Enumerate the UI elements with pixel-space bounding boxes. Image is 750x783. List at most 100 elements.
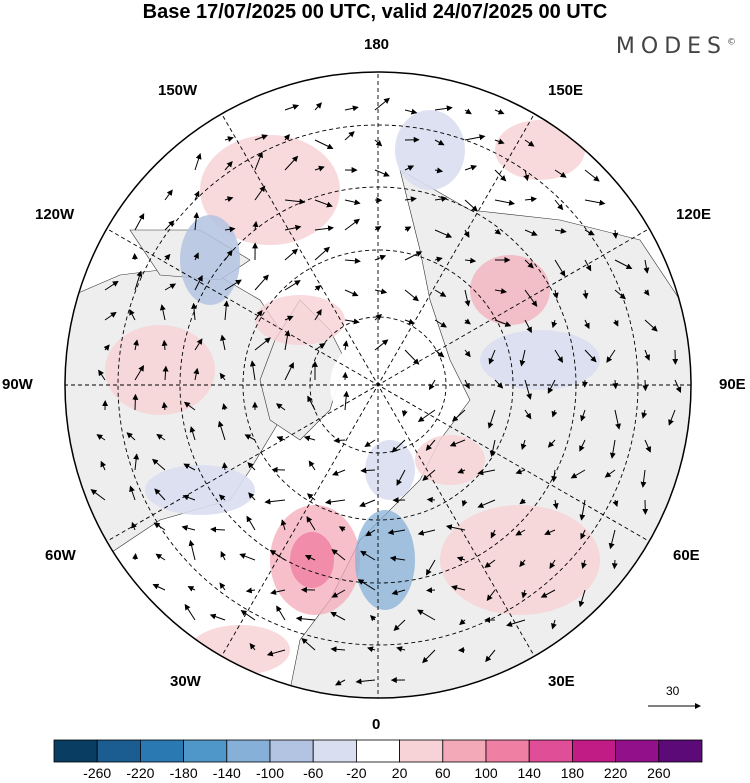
wind-vector xyxy=(276,605,286,621)
wind-vector xyxy=(100,460,107,471)
wind-vector xyxy=(464,134,486,141)
wind-vector xyxy=(247,462,256,471)
wind-vector xyxy=(133,453,140,471)
wind-vector xyxy=(367,646,376,653)
wind-vector xyxy=(270,589,286,595)
wind-vector xyxy=(434,349,445,358)
wind-vector xyxy=(224,249,233,261)
wind-vector xyxy=(193,367,200,381)
wind-vector xyxy=(524,259,534,269)
wind-vector xyxy=(540,589,556,598)
lon-label-90w: 90W xyxy=(2,376,33,393)
wind-vector xyxy=(606,349,616,363)
wind-vector xyxy=(183,463,196,471)
wind-vector xyxy=(314,309,322,321)
wind-vector xyxy=(494,319,512,327)
wind-vector xyxy=(132,393,139,411)
lon-label-120e: 120E xyxy=(676,206,712,223)
wind-vector xyxy=(644,349,650,361)
wind-vector xyxy=(434,139,445,146)
wind-vector xyxy=(254,274,269,291)
wind-vector xyxy=(552,289,559,299)
wind-vector xyxy=(252,220,259,231)
wind-vector xyxy=(584,199,606,206)
wind-vector xyxy=(365,529,376,537)
lon-label-0: 0 xyxy=(372,716,381,733)
wind-vector xyxy=(374,288,388,295)
colorbar-tick-label: 100 xyxy=(474,765,498,781)
wind-vector xyxy=(210,526,226,533)
wind-vector xyxy=(422,649,436,664)
wind-vector xyxy=(551,469,558,483)
wind-vector xyxy=(314,246,330,261)
wind-vector xyxy=(449,439,466,447)
wind-vector xyxy=(223,300,230,321)
wind-vector xyxy=(224,136,234,142)
wind-vector xyxy=(434,256,443,263)
wind-vector xyxy=(464,199,478,212)
wind-vector xyxy=(284,280,301,291)
wind-vector xyxy=(515,529,526,536)
wind-vector xyxy=(284,155,299,171)
wind-vector xyxy=(554,259,566,277)
wind-vector xyxy=(519,559,526,568)
wind-vector xyxy=(134,270,143,291)
wind-vector xyxy=(342,340,349,351)
wind-vector xyxy=(224,226,236,233)
wind-vector xyxy=(614,409,621,430)
wind-vector xyxy=(331,548,346,561)
wind-vector xyxy=(612,379,619,390)
wind-vector xyxy=(249,643,256,651)
wind-vector xyxy=(554,227,567,234)
colorbar-swatch xyxy=(183,739,228,763)
colorbar-tick-label: 60 xyxy=(435,765,451,781)
wind-vector xyxy=(374,97,390,111)
wind-vector xyxy=(314,199,333,208)
wind-vector xyxy=(306,493,316,501)
wind-vector xyxy=(156,433,166,441)
wind-vector xyxy=(129,309,136,321)
wind-vector xyxy=(254,134,268,141)
anomaly-negative-asia xyxy=(480,330,600,390)
wind-vector xyxy=(254,151,263,171)
wind-vector xyxy=(614,289,626,300)
wind-vector xyxy=(284,315,294,322)
wind-vector xyxy=(224,161,233,171)
colorbar-swatch xyxy=(615,739,660,763)
wind-vector xyxy=(611,559,618,570)
wind-vector xyxy=(224,196,234,203)
lon-label-90e: 90E xyxy=(719,376,746,393)
wind-vector xyxy=(570,469,586,479)
wind-vector xyxy=(544,529,556,536)
wind-vector xyxy=(551,619,557,630)
wind-vector xyxy=(524,409,532,420)
wind-vector xyxy=(104,280,119,291)
lon-label-60w: 60W xyxy=(45,547,76,564)
colorbar-tick-label: 180 xyxy=(560,765,585,781)
colorbar-swatch xyxy=(355,739,400,763)
wind-vector xyxy=(369,614,377,622)
wind-vector xyxy=(464,257,477,264)
wind-vector xyxy=(152,583,166,591)
wind-vector xyxy=(554,169,567,178)
wind-vector xyxy=(221,403,228,411)
colorbar-swatch xyxy=(399,739,444,763)
wind-vector xyxy=(314,139,334,150)
wind-vector xyxy=(248,492,256,501)
wind-vector xyxy=(521,589,528,599)
wind-vector xyxy=(404,165,415,171)
colorbar-tick-label: 220 xyxy=(603,765,628,781)
wind-vector xyxy=(364,439,376,448)
wind-vector xyxy=(464,379,470,390)
anomaly-positive-arctic xyxy=(255,295,345,345)
wind-vector xyxy=(494,138,505,145)
wind-vector xyxy=(524,196,537,203)
wind-vector xyxy=(98,369,106,381)
wind-vector xyxy=(425,559,436,576)
wind-vector xyxy=(344,199,361,206)
wind-vector xyxy=(554,199,564,211)
wind-vector xyxy=(547,439,556,448)
wind-vector xyxy=(396,646,406,653)
wind-vector xyxy=(314,165,325,172)
wind-vector xyxy=(161,401,168,411)
